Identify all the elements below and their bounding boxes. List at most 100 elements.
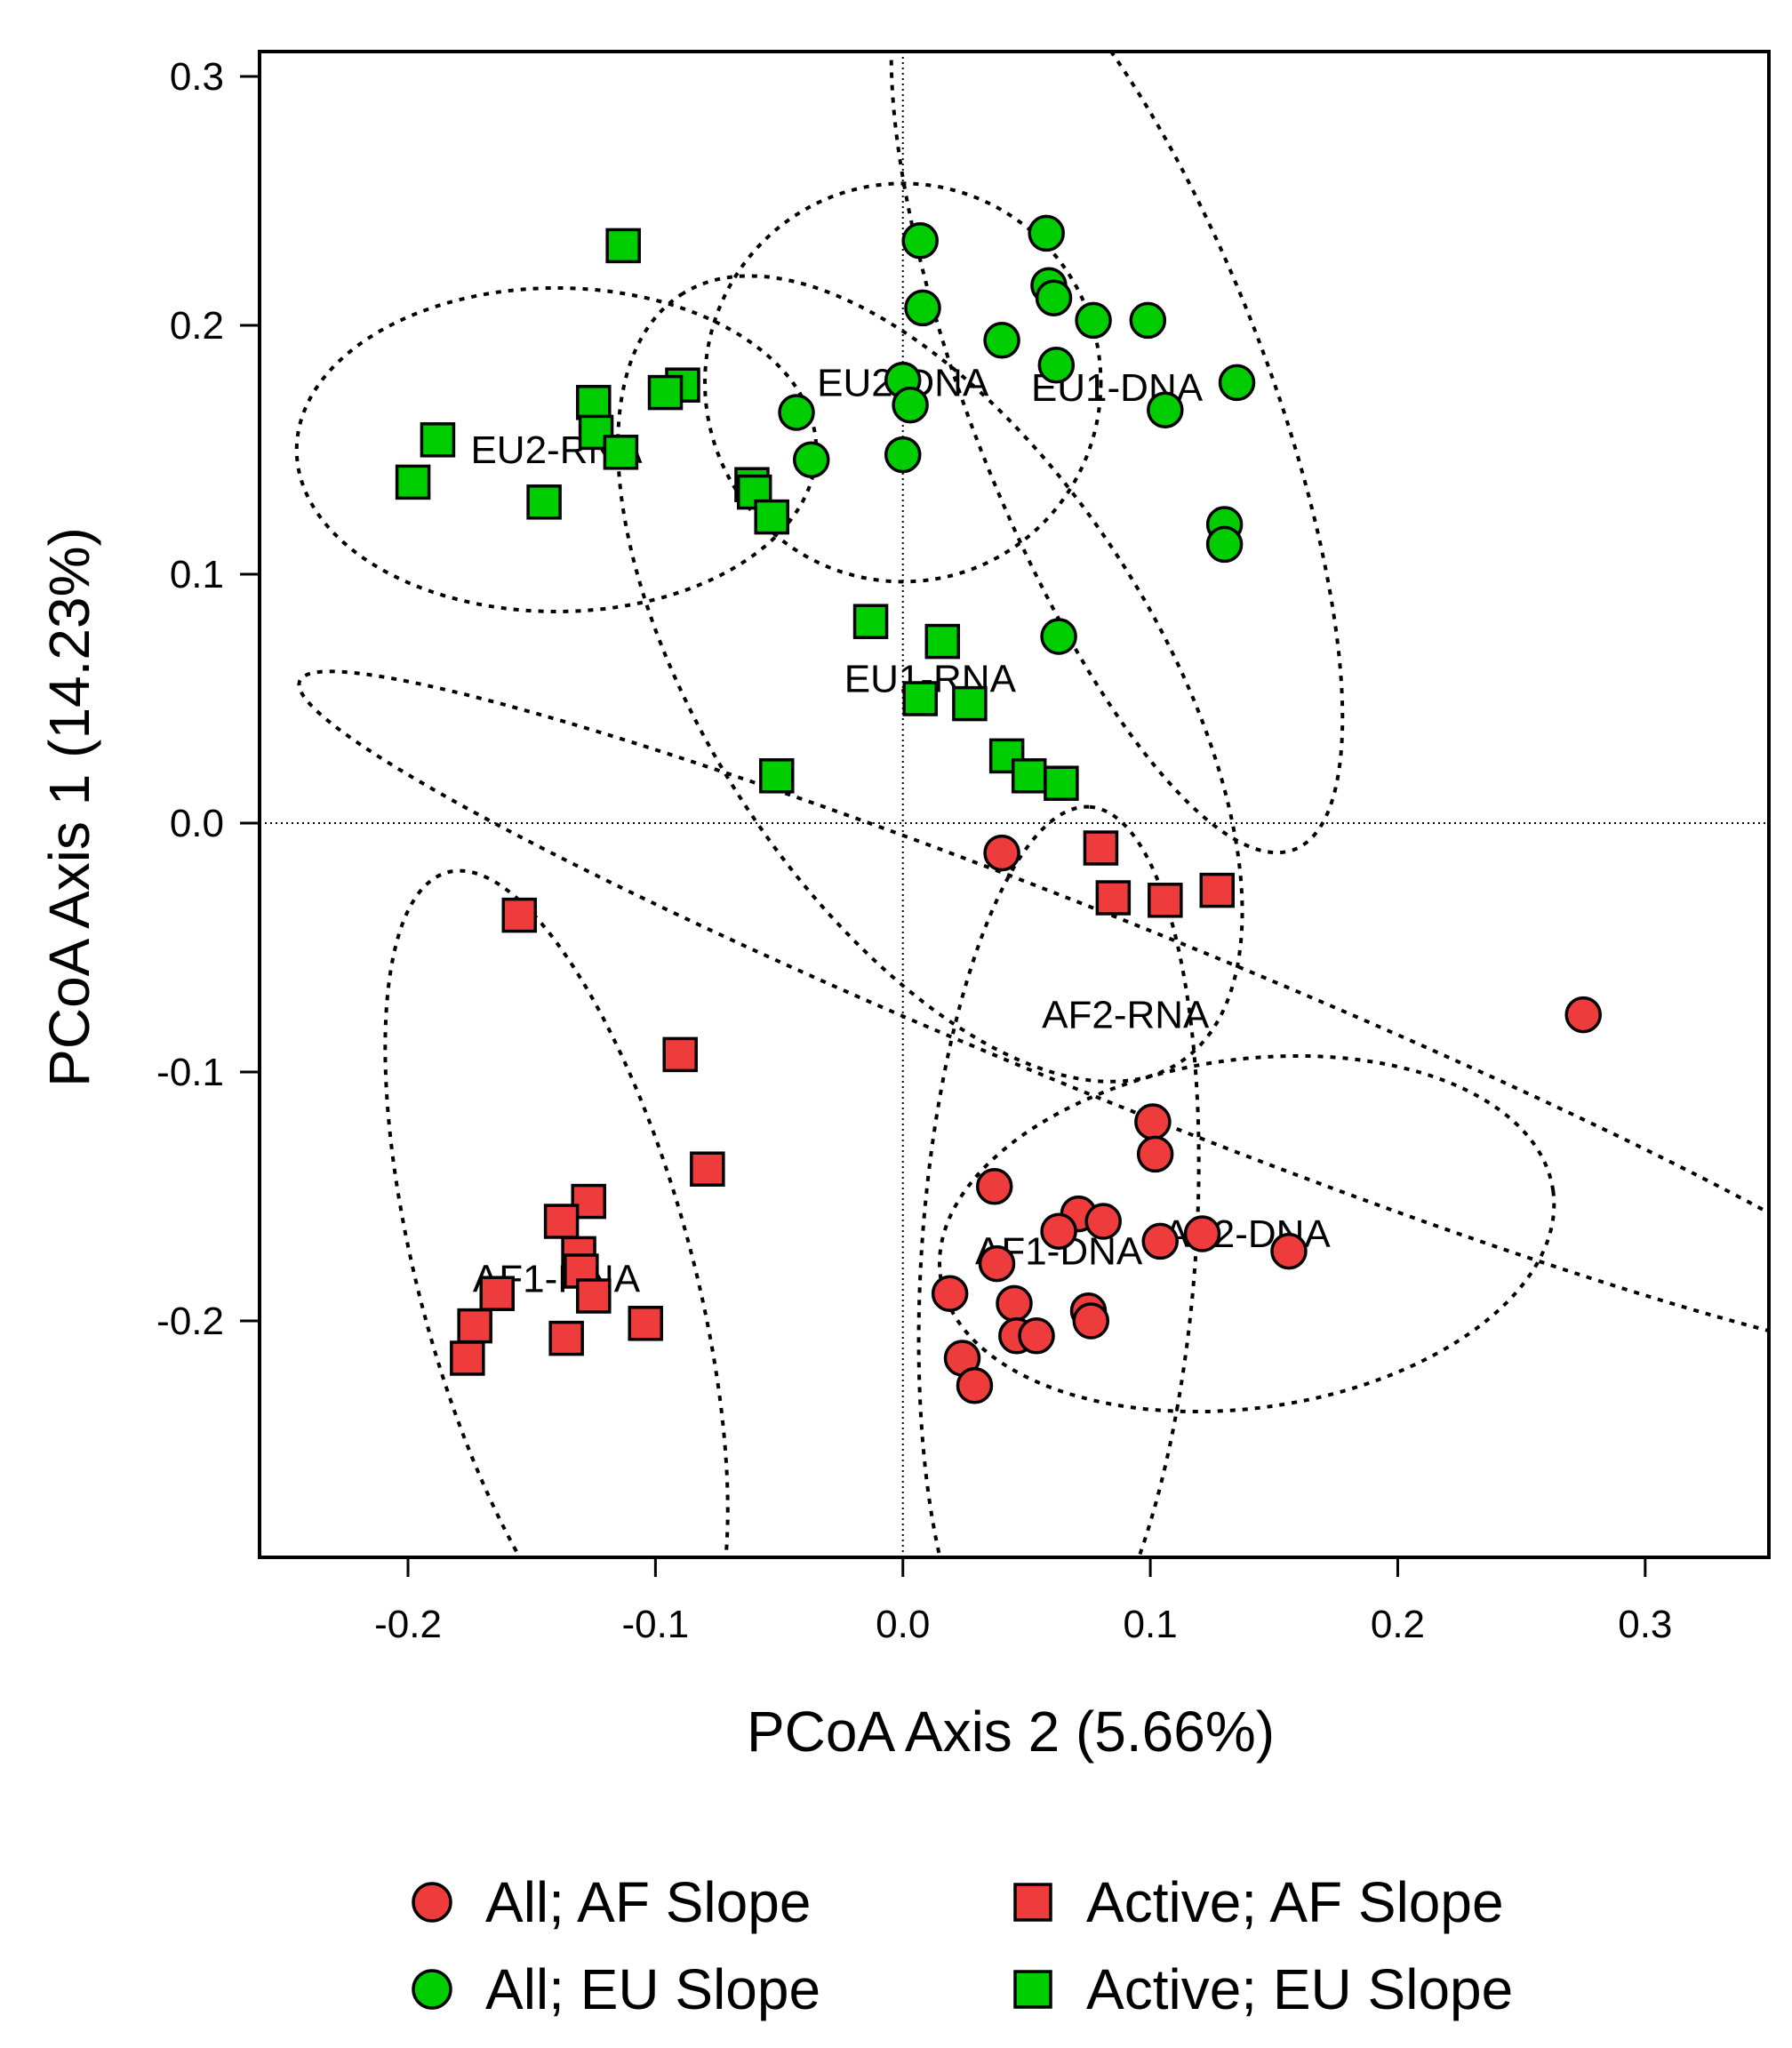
x-axis-title: PCoA Axis 2 (5.66%) bbox=[747, 1700, 1275, 1764]
group-label-af2-rna: AF2-RNA bbox=[1042, 994, 1210, 1037]
point-all-eu-slope bbox=[792, 441, 830, 478]
point-active-eu-slope bbox=[420, 422, 456, 458]
point-active-eu-slope bbox=[647, 374, 684, 411]
point-active-af-slope bbox=[1148, 883, 1183, 918]
point-all-eu-slope bbox=[892, 386, 929, 424]
plot-frame bbox=[258, 50, 1771, 1559]
legend: All; AF Slope Active; AF Slope All; EU Slo… bbox=[412, 1870, 1513, 2021]
point-all-eu-slope bbox=[983, 322, 1020, 359]
point-all-af-slope bbox=[996, 1284, 1033, 1323]
legend-label-active-eu-slope: Active; EU Slope bbox=[1086, 1957, 1513, 2021]
point-active-eu-slope bbox=[603, 435, 639, 470]
y-tick-label: 0.0 bbox=[170, 802, 224, 845]
y-axis-title: PCoA Axis 1 (14.23%) bbox=[37, 527, 101, 1087]
point-active-eu-slope bbox=[754, 499, 789, 535]
reference-lines bbox=[260, 52, 1769, 1557]
y-tick-label: -0.2 bbox=[156, 1300, 224, 1343]
legend-marker-all-eu-slope bbox=[412, 1969, 452, 2010]
x-tick-label: -0.2 bbox=[374, 1603, 442, 1646]
point-active-eu-slope bbox=[1011, 758, 1047, 794]
point-active-af-slope bbox=[1199, 872, 1236, 908]
point-all-eu-slope bbox=[884, 436, 922, 474]
point-all-eu-slope bbox=[1035, 279, 1073, 316]
point-all-eu-slope bbox=[901, 222, 939, 260]
point-all-af-slope bbox=[1183, 1215, 1221, 1252]
point-all-af-slope bbox=[1018, 1317, 1055, 1355]
point-active-af-slope bbox=[662, 1036, 698, 1073]
point-active-af-slope bbox=[1083, 830, 1119, 866]
point-all-eu-slope bbox=[1218, 364, 1256, 402]
ellipse-af2-dna bbox=[938, 1053, 1556, 1414]
ellipse-af1-rna bbox=[383, 868, 730, 1557]
point-all-af-slope bbox=[978, 1244, 1016, 1283]
point-active-af-slope bbox=[628, 1306, 663, 1341]
point-all-eu-slope bbox=[1037, 347, 1076, 384]
point-all-af-slope bbox=[983, 834, 1020, 872]
point-all-eu-slope bbox=[1147, 391, 1184, 428]
ellipse-eu1-rna bbox=[616, 274, 1244, 1084]
confidence-ellipses bbox=[294, 52, 1769, 1557]
point-all-eu-slope bbox=[904, 289, 941, 327]
y-axis: 0.3 0.2 0.1 0.0 -0.1 -0.2 bbox=[156, 55, 260, 1343]
ellipse-eu1-dna bbox=[889, 52, 1345, 855]
x-tick-label: -0.1 bbox=[621, 1603, 689, 1646]
point-active-eu-slope bbox=[952, 685, 988, 722]
legend-label-active-af-slope: Active; AF Slope bbox=[1086, 1870, 1504, 1934]
x-tick-label: 0.1 bbox=[1124, 1603, 1178, 1646]
point-active-af-slope bbox=[450, 1340, 485, 1376]
legend-label-all-af-slope: All; AF Slope bbox=[485, 1870, 811, 1934]
ellipse-af2-rna bbox=[297, 669, 1769, 1360]
point-active-eu-slope bbox=[1044, 765, 1079, 801]
y-tick-label: 0.3 bbox=[170, 55, 224, 99]
point-active-eu-slope bbox=[526, 484, 562, 520]
point-active-af-slope bbox=[479, 1276, 515, 1311]
x-tick-label: 0.2 bbox=[1371, 1603, 1425, 1646]
point-active-eu-slope bbox=[852, 604, 889, 639]
point-all-eu-slope bbox=[778, 394, 815, 431]
point-all-af-slope bbox=[1270, 1232, 1308, 1270]
point-all-af-slope bbox=[1134, 1103, 1172, 1140]
point-active-eu-slope bbox=[395, 464, 431, 500]
point-all-af-slope bbox=[1084, 1203, 1122, 1240]
point-active-eu-slope bbox=[759, 758, 795, 794]
legend-marker-active-eu-slope bbox=[1013, 1970, 1052, 2009]
ellipse-af1-dna bbox=[916, 804, 1201, 1557]
ellipse-eu2-dna bbox=[703, 181, 1103, 584]
point-active-af-slope bbox=[543, 1204, 580, 1239]
data-points bbox=[395, 214, 1602, 1404]
point-all-af-slope bbox=[1564, 996, 1602, 1034]
point-all-eu-slope bbox=[1075, 301, 1112, 340]
x-tick-label: 0.3 bbox=[1618, 1603, 1672, 1646]
point-all-af-slope bbox=[1072, 1302, 1110, 1340]
point-all-af-slope bbox=[956, 1367, 994, 1404]
point-all-af-slope bbox=[1040, 1212, 1077, 1250]
point-active-af-slope bbox=[548, 1320, 584, 1356]
point-active-af-slope bbox=[690, 1151, 725, 1187]
legend-marker-active-af-slope bbox=[1013, 1883, 1052, 1922]
point-all-af-slope bbox=[1136, 1135, 1174, 1173]
point-all-eu-slope bbox=[1205, 525, 1244, 564]
legend-marker-all-af-slope bbox=[412, 1882, 452, 1923]
point-active-af-slope bbox=[501, 897, 538, 933]
y-tick-label: 0.2 bbox=[170, 304, 224, 348]
point-all-af-slope bbox=[1141, 1222, 1179, 1260]
point-all-eu-slope bbox=[1040, 618, 1077, 655]
point-active-af-slope bbox=[1095, 880, 1132, 916]
point-active-af-slope bbox=[576, 1278, 612, 1314]
point-active-eu-slope bbox=[605, 228, 641, 264]
x-tick-label: 0.0 bbox=[876, 1603, 930, 1646]
point-all-af-slope bbox=[931, 1275, 969, 1312]
y-tick-label: -0.1 bbox=[156, 1051, 224, 1094]
point-active-eu-slope bbox=[924, 623, 961, 660]
point-all-eu-slope bbox=[1129, 301, 1167, 340]
point-all-af-slope bbox=[975, 1168, 1013, 1205]
group-labels: EU2-DNAEU1-DNAEU2-RNAEU1-RNAAF2-RNAAF1-R… bbox=[470, 361, 1331, 1300]
point-active-eu-slope bbox=[576, 385, 612, 420]
point-all-eu-slope bbox=[1028, 214, 1065, 252]
y-tick-label: 0.1 bbox=[170, 553, 224, 596]
point-active-af-slope bbox=[457, 1308, 492, 1344]
point-active-eu-slope bbox=[902, 681, 938, 716]
x-axis: -0.2 -0.1 0.0 0.1 0.2 0.3 bbox=[374, 1557, 1672, 1646]
legend-label-all-eu-slope: All; EU Slope bbox=[485, 1957, 820, 2021]
